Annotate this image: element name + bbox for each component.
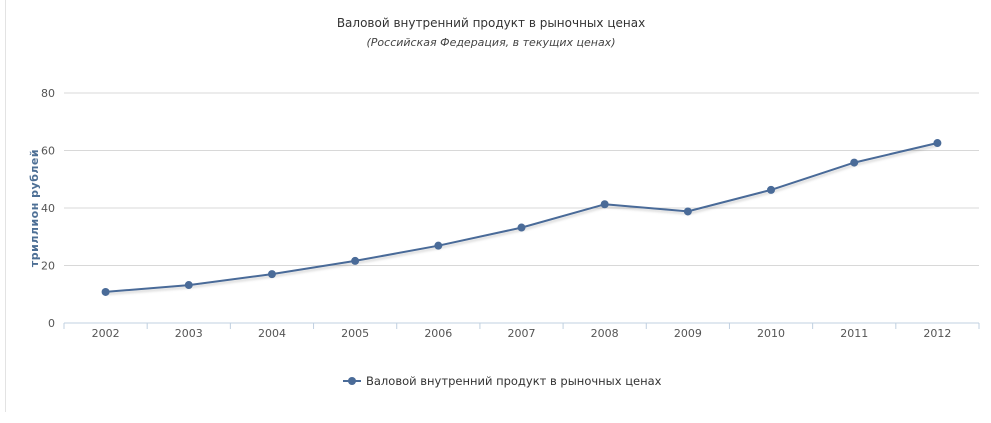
x-tick-label: 2005 (341, 327, 369, 340)
x-tick-label: 2008 (591, 327, 619, 340)
legend-item-label[interactable]: Валовой внутренний продукт в рыночных це… (366, 374, 662, 388)
data-point[interactable] (351, 256, 360, 265)
grid-lines (64, 92, 979, 266)
y-tick-label: 40 (41, 202, 55, 215)
y-tick-label: 0 (48, 317, 55, 330)
data-point[interactable] (101, 287, 110, 296)
series-line (105, 142, 938, 293)
chart-subtitle: (Российская Федерация, в текущих ценах) (367, 36, 616, 49)
x-tick-label: 2003 (175, 327, 203, 340)
x-tick-label: 2009 (674, 327, 702, 340)
x-tick-label: 2012 (923, 327, 951, 340)
frame-border (5, 0, 6, 412)
data-point[interactable] (600, 200, 609, 209)
data-point[interactable] (933, 139, 942, 148)
y-axis-ticks: 0 20 40 60 80 (41, 87, 55, 330)
y-tick-label: 20 (41, 260, 55, 273)
x-tick-label: 2004 (258, 327, 286, 340)
y-tick-label: 60 (41, 145, 55, 158)
y-axis-label: триллион рублей (28, 149, 41, 267)
data-point[interactable] (683, 207, 692, 216)
data-point[interactable] (267, 270, 276, 279)
series-group (101, 139, 942, 296)
x-tick-label: 2010 (757, 327, 785, 340)
data-point[interactable] (184, 281, 193, 290)
data-point[interactable] (434, 241, 443, 250)
x-tick-label: 2007 (508, 327, 536, 340)
x-tick-label: 2006 (424, 327, 452, 340)
legend-marker (348, 377, 356, 385)
data-point[interactable] (767, 185, 776, 194)
x-axis: 2002 2003 2004 2005 2006 2007 2008 2009 2010 2011… (63, 322, 980, 340)
x-tick-label: 2011 (840, 327, 868, 340)
legend[interactable]: Валовой внутренний продукт в рыночных це… (343, 374, 662, 388)
data-point[interactable] (850, 158, 859, 167)
x-tick-label: 2002 (92, 327, 120, 340)
chart-title: Валовой внутренний продукт в рыночных це… (337, 16, 645, 30)
data-point[interactable] (517, 223, 526, 232)
y-tick-label: 80 (41, 87, 55, 100)
